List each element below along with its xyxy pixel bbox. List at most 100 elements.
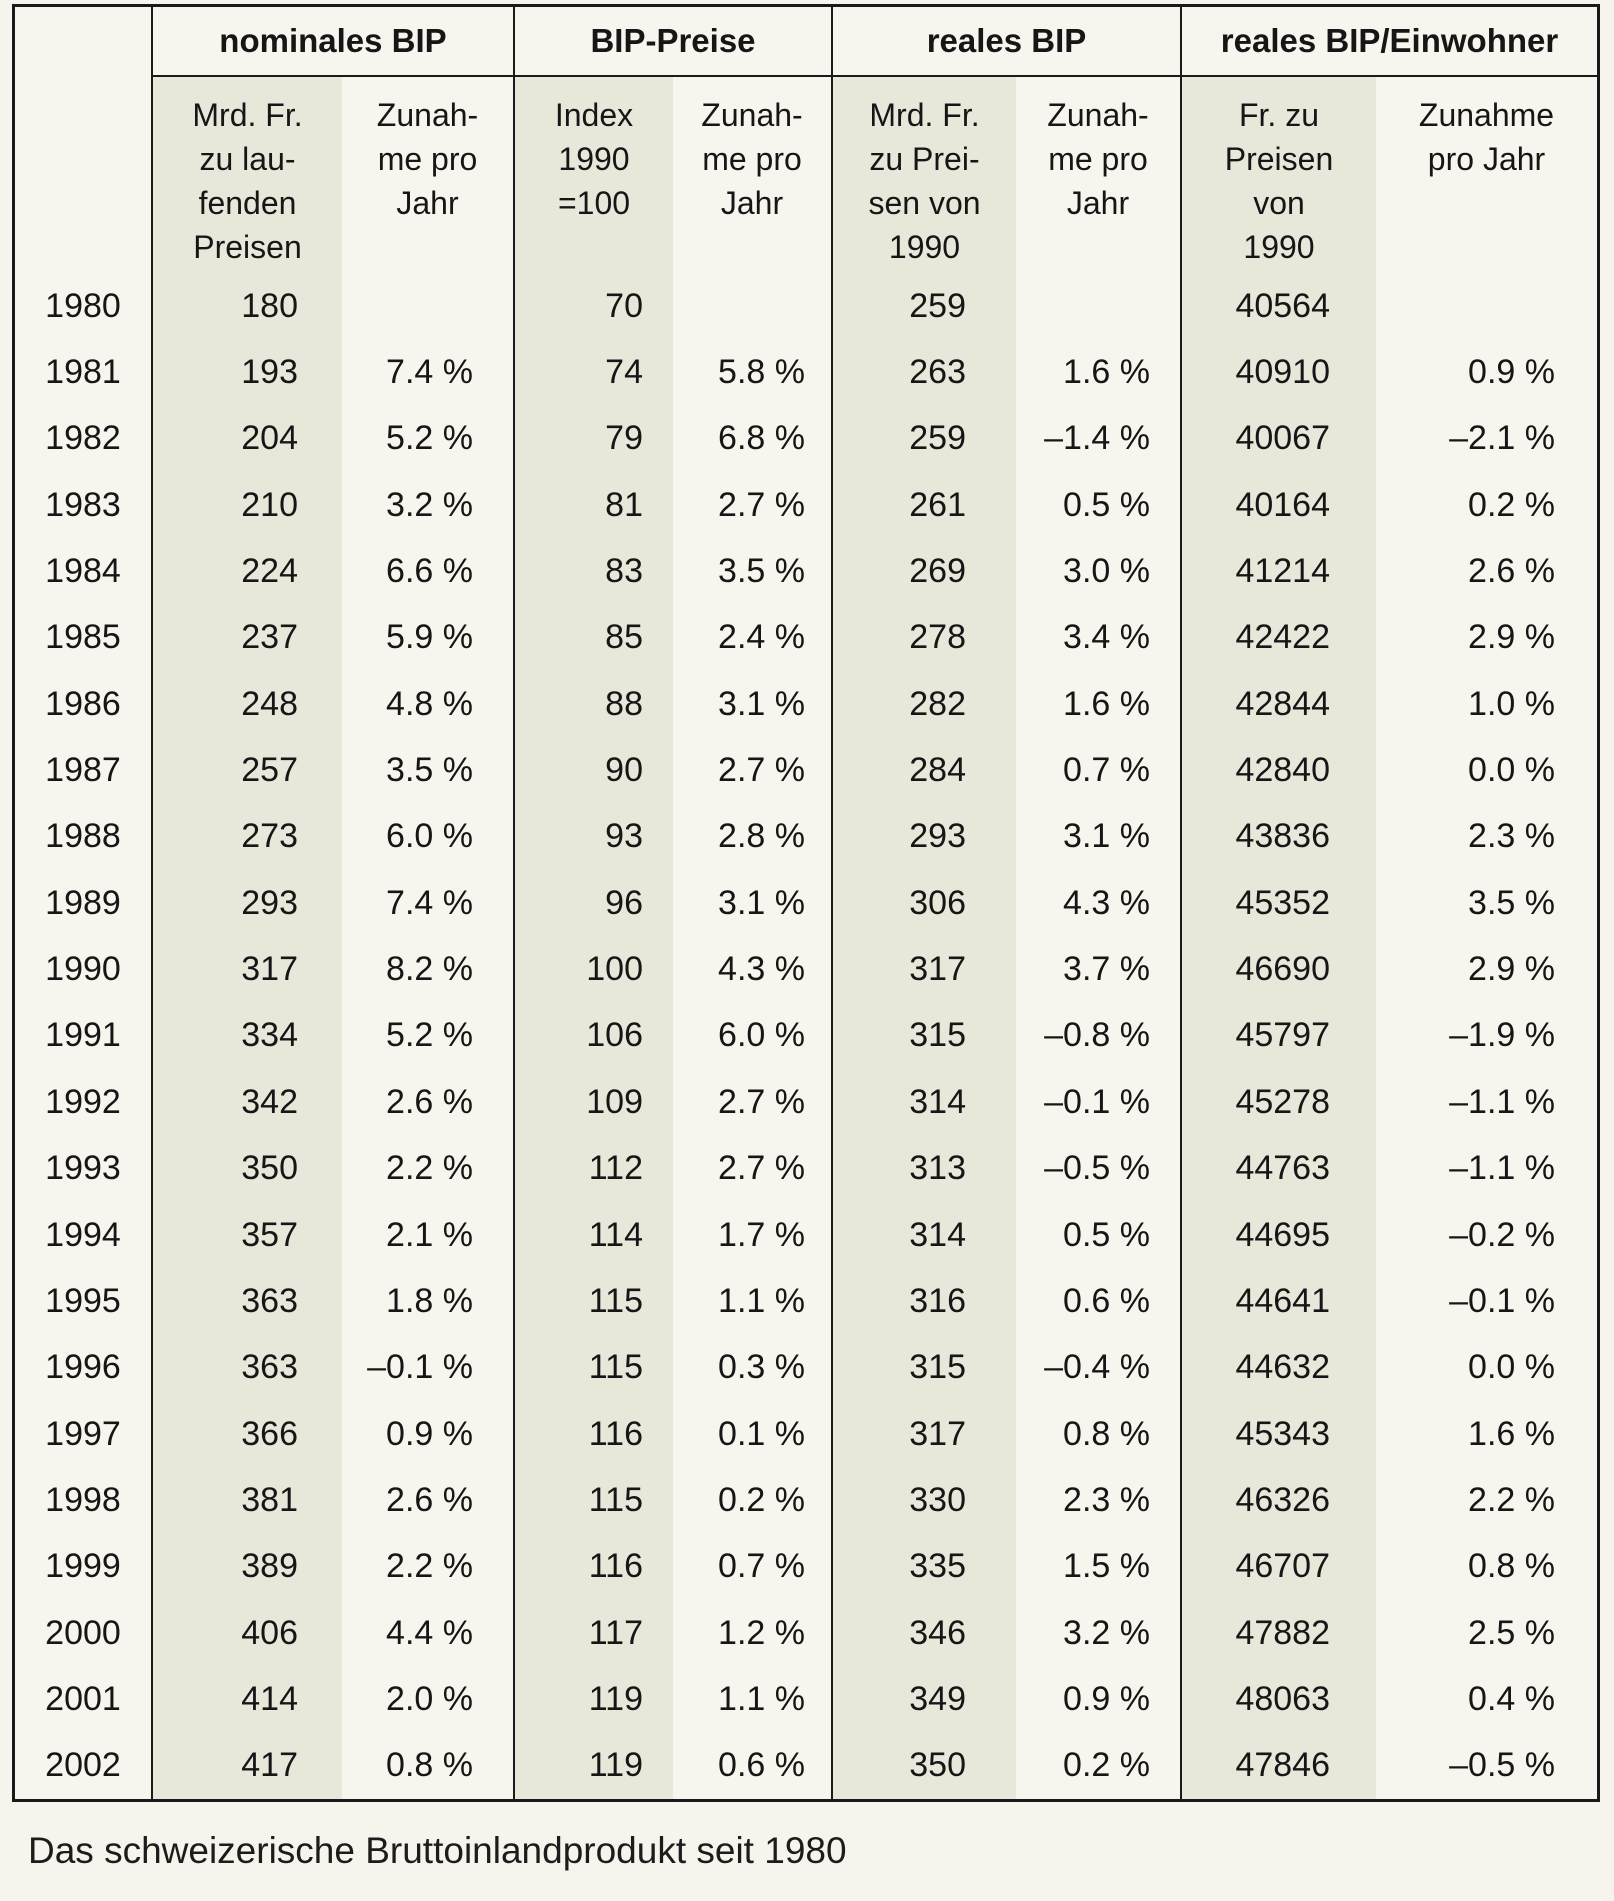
- per-capita-cell: 46707: [1180, 1533, 1376, 1600]
- price-index-cell: 115: [513, 1334, 673, 1401]
- nominal-growth-cell: 2.2 %: [386, 1547, 473, 1586]
- per-capita-cell: 44641: [1180, 1268, 1376, 1335]
- per-capita-cell: 42840: [1180, 737, 1376, 804]
- price-index-cell: 115: [513, 1268, 673, 1335]
- nominal-growth-cell: 3.2 %: [386, 485, 473, 524]
- year-cell: 1991: [45, 1016, 121, 1055]
- per-capita-growth-cell: 2.5 %: [1468, 1613, 1555, 1652]
- year-cell: 1990: [45, 950, 121, 989]
- price-index-cell: 74: [513, 339, 673, 406]
- per-capita-growth-cell: –0.2 %: [1449, 1215, 1555, 1254]
- nominal-bip-cell: 180: [151, 273, 342, 340]
- group-header-nominales-bip: nominales BIP: [151, 7, 513, 77]
- subheader-percapita-value: Fr. zu Preisen von 1990: [1180, 77, 1376, 273]
- nominal-bip-cell: 204: [151, 405, 342, 473]
- year-cell: 1996: [45, 1348, 121, 1387]
- nominal-growth-cell: 6.6 %: [386, 552, 473, 591]
- per-capita-growth-cell: 2.6 %: [1468, 552, 1555, 591]
- nominal-bip-cell: 363: [151, 1334, 342, 1401]
- real-bip-cell: 263: [831, 339, 1016, 406]
- real-bip-cell: 284: [831, 737, 1016, 804]
- nominal-growth-cell: 3.5 %: [386, 751, 473, 790]
- real-bip-cell: 346: [831, 1599, 1016, 1667]
- group-header-reales-bip: reales BIP: [831, 7, 1180, 77]
- nominal-growth-cell: [342, 273, 513, 339]
- real-bip-cell: 306: [831, 870, 1016, 937]
- nominal-growth-cell: 6.0 %: [386, 817, 473, 856]
- subheader-real-value: Mrd. Fr. zu Prei- sen von 1990: [831, 77, 1016, 273]
- price-growth-cell: 1.1 %: [718, 1679, 805, 1718]
- per-capita-cell: 40067: [1180, 405, 1376, 473]
- per-capita-cell: 45343: [1180, 1400, 1376, 1468]
- real-growth-cell: 3.2 %: [1063, 1613, 1150, 1652]
- real-growth-cell: 0.7 %: [1063, 751, 1150, 790]
- real-bip-cell: 278: [831, 604, 1016, 672]
- per-capita-growth-cell: –1.1 %: [1449, 1082, 1555, 1121]
- year-column-header: [15, 7, 151, 77]
- per-capita-growth-cell: –0.1 %: [1449, 1281, 1555, 1320]
- nominal-growth-cell: 0.9 %: [386, 1414, 473, 1453]
- real-growth-cell: 0.2 %: [1063, 1746, 1150, 1785]
- price-index-cell: 116: [513, 1533, 673, 1600]
- per-capita-growth-cell: 0.9 %: [1468, 353, 1555, 392]
- nominal-bip-cell: 363: [151, 1268, 342, 1335]
- price-growth-cell: 3.5 %: [718, 552, 805, 591]
- nominal-growth-cell: 2.0 %: [386, 1679, 473, 1718]
- real-growth-cell: 0.6 %: [1063, 1281, 1150, 1320]
- per-capita-cell: 45278: [1180, 1069, 1376, 1136]
- per-capita-growth-cell: [1376, 273, 1597, 339]
- year-cell: 1982: [45, 419, 121, 458]
- nominal-growth-cell: 2.2 %: [386, 1149, 473, 1188]
- nominal-growth-cell: –0.1 %: [367, 1348, 473, 1387]
- per-capita-growth-cell: 0.4 %: [1468, 1679, 1555, 1718]
- nominal-bip-cell: 317: [151, 936, 342, 1003]
- nominal-bip-cell: 237: [151, 604, 342, 672]
- real-bip-cell: 269: [831, 538, 1016, 605]
- price-index-cell: 119: [513, 1666, 673, 1733]
- year-cell: 1984: [45, 552, 121, 591]
- real-bip-cell: 349: [831, 1666, 1016, 1733]
- per-capita-cell: 47882: [1180, 1599, 1376, 1667]
- price-index-cell: 96: [513, 870, 673, 937]
- per-capita-growth-cell: 2.9 %: [1468, 618, 1555, 657]
- price-growth-cell: 5.8 %: [718, 353, 805, 392]
- group-header-reales-bip-einwohner: reales BIP/Einwohner: [1180, 7, 1597, 77]
- nominal-bip-cell: 273: [151, 803, 342, 871]
- per-capita-growth-cell: 2.3 %: [1468, 817, 1555, 856]
- price-growth-cell: 3.1 %: [718, 684, 805, 723]
- price-growth-cell: 1.7 %: [718, 1215, 805, 1254]
- price-index-cell: 93: [513, 803, 673, 871]
- price-index-cell: 115: [513, 1467, 673, 1534]
- nominal-bip-cell: 342: [151, 1069, 342, 1136]
- per-capita-cell: 48063: [1180, 1666, 1376, 1733]
- per-capita-cell: 47846: [1180, 1732, 1376, 1799]
- nominal-growth-cell: 5.9 %: [386, 618, 473, 657]
- price-index-cell: 109: [513, 1069, 673, 1136]
- real-bip-cell: 261: [831, 472, 1016, 539]
- nominal-growth-cell: 1.8 %: [386, 1281, 473, 1320]
- per-capita-cell: 42422: [1180, 604, 1376, 672]
- nominal-bip-cell: 257: [151, 737, 342, 804]
- year-cell: 1998: [45, 1480, 121, 1519]
- nominal-growth-cell: 7.4 %: [386, 353, 473, 392]
- nominal-bip-cell: 414: [151, 1666, 342, 1733]
- year-cell: 1989: [45, 883, 121, 922]
- table-caption: Das schweizerische Bruttoinlandprodukt s…: [28, 1830, 847, 1871]
- price-growth-cell: 2.7 %: [718, 1149, 805, 1188]
- real-growth-cell: 1.6 %: [1063, 684, 1150, 723]
- price-index-cell: 88: [513, 671, 673, 738]
- nominal-growth-cell: 8.2 %: [386, 950, 473, 989]
- nominal-growth-cell: 4.8 %: [386, 684, 473, 723]
- real-growth-cell: 3.7 %: [1063, 950, 1150, 989]
- real-bip-cell: 293: [831, 803, 1016, 871]
- real-growth-cell: 0.5 %: [1063, 485, 1150, 524]
- price-growth-cell: 1.1 %: [718, 1281, 805, 1320]
- subheader-nominal-growth: Zunah- me pro Jahr: [376, 97, 479, 222]
- price-growth-cell: 0.1 %: [718, 1414, 805, 1453]
- nominal-growth-cell: 2.6 %: [386, 1082, 473, 1121]
- per-capita-growth-cell: 1.6 %: [1468, 1414, 1555, 1453]
- year-cell: 1988: [45, 817, 121, 856]
- price-growth-cell: 0.6 %: [718, 1746, 805, 1785]
- price-growth-cell: 3.1 %: [718, 883, 805, 922]
- nominal-growth-cell: 4.4 %: [386, 1613, 473, 1652]
